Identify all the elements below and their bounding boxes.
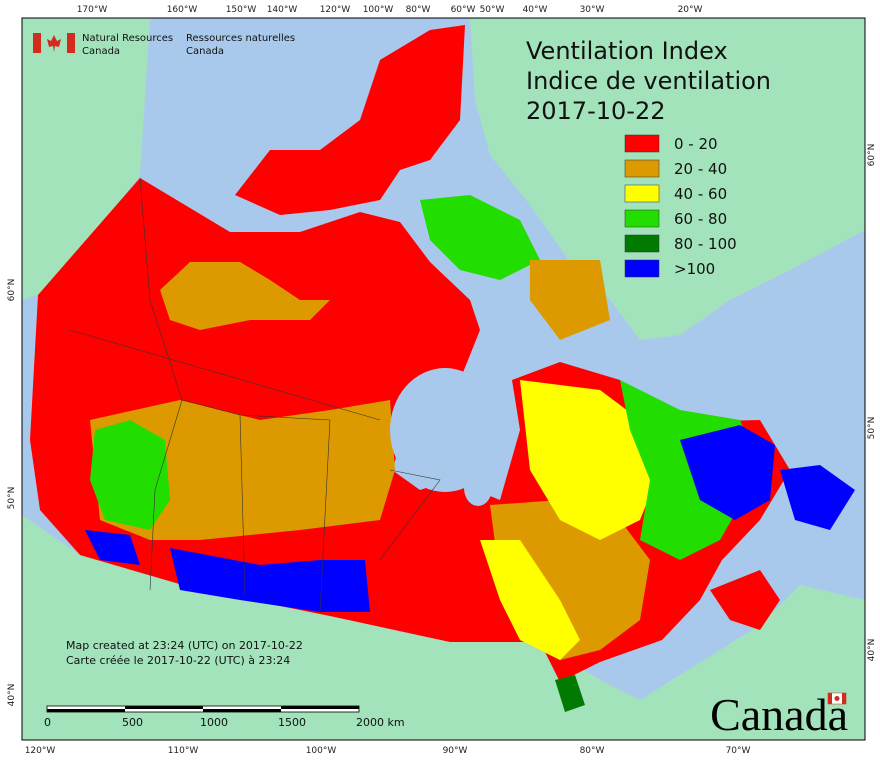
longitude-label: 50°W: [480, 5, 505, 15]
zone-blue-newfoundland: [780, 465, 855, 530]
longitude-label: 80°W: [580, 746, 605, 756]
longitude-label: 90°W: [443, 746, 468, 756]
arctic-islands: [235, 25, 465, 215]
latitude-label: 60°N: [7, 279, 17, 302]
scalebar-label: 2000 km: [356, 716, 405, 729]
longitude-label: 110°W: [168, 746, 199, 756]
longitude-label: 70°W: [726, 746, 751, 756]
boundary-sk-mb: [239, 414, 331, 613]
longitude-label: 30°W: [580, 5, 605, 15]
longitude-label: 140°W: [267, 5, 298, 15]
longitude-label: 100°W: [306, 746, 337, 756]
greenland: [470, 18, 865, 340]
legend-swatch: [624, 159, 660, 178]
agency-en: Canada: [82, 46, 120, 57]
nrcan-logo: [33, 33, 75, 53]
legend-swatch: [624, 209, 660, 228]
wordmark-flag: [827, 692, 847, 705]
alaska: [22, 18, 150, 300]
zone-orange-north: [160, 262, 330, 330]
scalebar-label: 0: [44, 716, 51, 729]
agency-en: Natural Resources: [82, 33, 173, 44]
zone-blue-labrador: [680, 425, 775, 520]
note: Map created at 23:24 (UTC) on 2017-10-22: [66, 639, 303, 652]
zone-orange-baffin: [530, 260, 610, 340]
latitude-label: 60°N: [867, 144, 877, 167]
flag-bar: [842, 693, 846, 704]
flag-bar: [828, 693, 832, 704]
zone-blue-bc: [85, 530, 140, 565]
scalebar-labels: 0 500 1000 1500 2000 km: [44, 716, 405, 729]
boundary-mb-on: [379, 469, 441, 561]
graticule-labels: 170°W 160°W 150°W 140°W 120°W 100°W 80°W 60°W 50…: [7, 5, 877, 756]
wordmark: Canada: [710, 689, 848, 740]
longitude-label: 160°W: [167, 5, 198, 15]
agency-fr: Canada: [186, 46, 224, 57]
longitude-label: 80°W: [406, 5, 431, 15]
note: Carte créée le 2017-10-22 (UTC) à 23:24: [66, 654, 290, 667]
frame-border: [21, 17, 866, 741]
scalebar: [46, 705, 360, 713]
legend-label: 40 - 60: [674, 185, 727, 203]
scalebar-segment: [281, 706, 359, 709]
longitude-label: 20°W: [678, 5, 703, 15]
scalebar-label: 1500: [278, 716, 306, 729]
usa: [22, 515, 865, 740]
longitude-label: 60°W: [451, 5, 476, 15]
title: 2017-10-22: [526, 97, 665, 125]
scalebar-segment: [125, 706, 203, 709]
zone-green-bc: [90, 420, 170, 530]
zone-yellow-ontario: [480, 540, 580, 660]
latitude-label: 40°N: [867, 639, 877, 662]
flag-leaf: [834, 696, 840, 701]
legend-label: 0 - 20: [674, 135, 718, 153]
maple-leaf: [47, 35, 61, 52]
zone-green-southontario: [555, 675, 585, 712]
scalebar-label: 500: [122, 716, 143, 729]
latitude-label: 40°N: [7, 684, 17, 707]
boundaries: [69, 177, 441, 613]
legend-label: 20 - 40: [674, 160, 727, 178]
legend-swatch: [624, 134, 660, 153]
boundary-60n: [69, 329, 381, 421]
scalebar-segment: [47, 709, 125, 712]
scalebar-label: 1000: [200, 716, 228, 729]
longitude-label: 40°W: [523, 5, 548, 15]
longitude-label: 120°W: [320, 5, 351, 15]
map-frame: [22, 18, 865, 740]
flag-bar: [33, 33, 41, 53]
legend-label: 60 - 80: [674, 210, 727, 228]
longitude-label: 120°W: [25, 746, 56, 756]
zone-yellow-east: [520, 380, 660, 540]
agency-fr: Ressources naturelles: [186, 33, 295, 44]
longitude-label: 150°W: [226, 5, 257, 15]
legend-swatch: [624, 184, 660, 203]
longitude-label: 170°W: [77, 5, 108, 15]
legend: 0 - 20 20 - 40 40 - 60 60 - 80 80 - 100 >100: [624, 134, 737, 278]
hudson-bay: [390, 368, 500, 492]
zone-red-maritimes: [710, 570, 780, 630]
legend-label: >100: [674, 260, 715, 278]
legend-swatch: [624, 234, 660, 253]
flag-bar: [67, 33, 75, 53]
title: Ventilation Index: [526, 37, 728, 65]
zone-green-baffin: [420, 195, 540, 280]
zone-blue-prairies: [170, 548, 370, 612]
james-bay: [464, 470, 492, 506]
legend-swatch: [624, 259, 660, 278]
latitude-label: 50°N: [867, 417, 877, 440]
legend-label: 80 - 100: [674, 235, 737, 253]
title: Indice de ventilation: [526, 67, 771, 95]
scalebar-segment: [203, 709, 281, 712]
longitude-label: 100°W: [363, 5, 394, 15]
latitude-label: 50°N: [7, 487, 17, 510]
